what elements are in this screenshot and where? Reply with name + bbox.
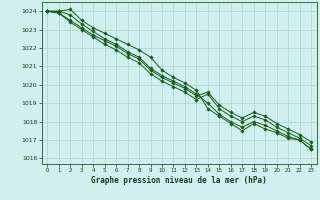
X-axis label: Graphe pression niveau de la mer (hPa): Graphe pression niveau de la mer (hPa): [91, 176, 267, 185]
